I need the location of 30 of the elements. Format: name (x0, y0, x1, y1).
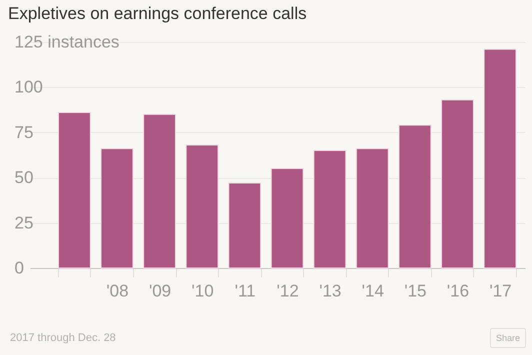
bar (441, 99, 474, 268)
x-tick-label: '13 (319, 282, 342, 300)
text: Share (490, 328, 526, 348)
y-tick-label: 25 (14, 213, 34, 232)
x-tick-label: '12 (276, 282, 299, 300)
x-tick-label: '15 (404, 282, 427, 300)
bar (186, 144, 219, 268)
x-tick-label: '16 (446, 282, 470, 300)
y-tick-label: 0 (14, 258, 24, 278)
y-tick-label: 100 (14, 78, 43, 97)
x-tick-label: '10 (192, 282, 214, 300)
bar (143, 114, 176, 268)
bar (484, 48, 517, 268)
chart-title: Expletives on earnings conference calls (8, 4, 307, 23)
y-tick-label: 125 instances (14, 32, 120, 52)
bar (58, 112, 91, 268)
x-tick-label: '08 (106, 282, 129, 300)
x-tick-label: '11 (234, 282, 256, 300)
bar (356, 148, 389, 268)
y-tick-label: 75 (14, 122, 34, 142)
bar (398, 124, 432, 268)
bar (228, 182, 262, 268)
bar (313, 150, 346, 268)
bar (100, 148, 134, 268)
x-tick-label: '17 (489, 282, 512, 300)
text: 2017 through Dec. 28 (10, 332, 116, 344)
x-tick-label: '09 (148, 282, 172, 300)
y-tick-label: 50 (14, 168, 34, 188)
bar (270, 168, 304, 268)
x-tick-label: '14 (362, 282, 384, 300)
